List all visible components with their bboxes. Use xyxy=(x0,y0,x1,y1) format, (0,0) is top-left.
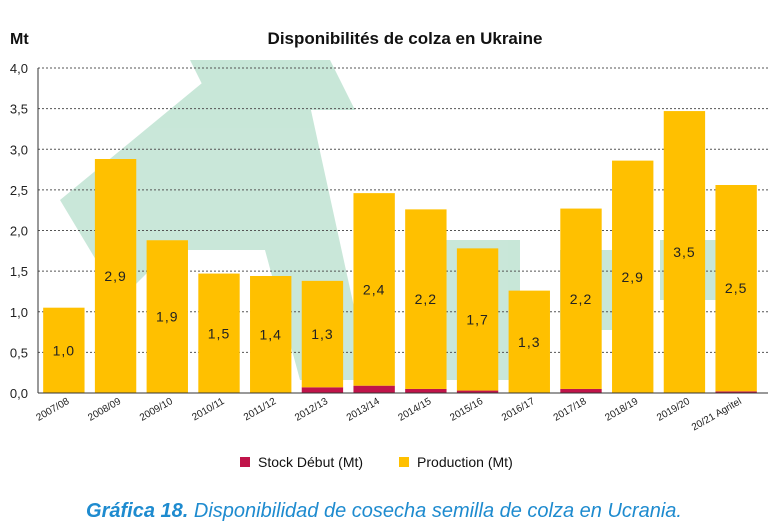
bar-production xyxy=(94,159,137,393)
bar-production xyxy=(560,208,602,389)
legend-label-production: Production (Mt) xyxy=(417,454,513,470)
bar-production xyxy=(198,273,240,393)
x-tick-label: 2013/14 xyxy=(345,396,382,424)
y-tick-label: 3,5 xyxy=(10,102,28,117)
x-tick-label: 2010/11 xyxy=(190,396,227,423)
bar-chart: Mt Disponibilités de colza en Ukraine 0,… xyxy=(10,29,768,433)
x-tick-label: 2016/17 xyxy=(500,396,537,424)
x-tick-label: 2015/16 xyxy=(448,396,485,424)
y-tick-label: 1,0 xyxy=(10,305,28,320)
bar-data-label: 1,4 xyxy=(259,327,281,343)
y-tick-label: 2,0 xyxy=(10,224,28,239)
x-tick-label: 2008/09 xyxy=(86,396,123,424)
bar-stock-debut xyxy=(353,385,395,393)
bar-data-label: 1,9 xyxy=(156,309,178,325)
bar-data-label: 1,5 xyxy=(208,325,230,341)
data-labels: 1,0 2,9 1,9 1,5 1,4 1,3 2,4 2,2 1,7 1,3 2,2 2,9 3,5 2… xyxy=(53,244,747,358)
bar-production xyxy=(663,111,706,393)
bar-data-label: 2,2 xyxy=(415,291,437,307)
legend-item-stock: Stock Début (Mt) xyxy=(240,454,363,470)
bar-production xyxy=(456,248,499,391)
y-tick-label: 1,5 xyxy=(10,264,28,279)
bar-production xyxy=(405,209,447,389)
bar-stock-debut xyxy=(560,388,602,393)
legend: Stock Début (Mt) Production (Mt) xyxy=(240,454,513,470)
bar-data-label: 2,2 xyxy=(570,291,592,307)
y-tick-label: 4,0 xyxy=(10,61,28,76)
figure-caption: Gráfica 18. Disponibilidad de cosecha se… xyxy=(0,500,768,523)
y-tick-label: 0,5 xyxy=(10,345,28,360)
chart-title: Disponibilités de colza en Ukraine xyxy=(268,29,543,48)
bar-data-label: 1,3 xyxy=(311,326,333,342)
bar-production xyxy=(250,276,292,393)
x-tick-label: 2019/20 xyxy=(655,396,692,424)
caption-prefix: Gráfica 18. xyxy=(86,500,189,522)
bar-production xyxy=(353,193,395,386)
y-axis: 0,0 0,5 1,0 1,5 2,0 2,5 3,0 3,5 4,0 xyxy=(10,61,39,401)
bar-data-label: 1,3 xyxy=(518,334,540,350)
bar-production xyxy=(43,307,85,393)
legend-swatch-stock xyxy=(240,457,250,467)
bar-data-label: 3,5 xyxy=(673,244,695,260)
legend-item-production: Production (Mt) xyxy=(399,454,513,470)
x-tick-label: 2012/13 xyxy=(293,396,330,424)
x-tick-label: 2014/15 xyxy=(397,396,434,424)
bar-stock-debut xyxy=(301,387,344,393)
x-tick-label: 2017/18 xyxy=(552,396,589,424)
bar-production xyxy=(715,185,757,392)
bar-stock-debut xyxy=(405,388,447,393)
bar-data-label: 1,7 xyxy=(466,311,488,327)
bar-data-label: 1,0 xyxy=(53,342,75,358)
bar-production xyxy=(612,160,654,393)
bar-data-label: 2,4 xyxy=(363,281,385,297)
bar-production xyxy=(508,290,550,393)
x-tick-label: 2009/10 xyxy=(138,396,175,424)
bar-production xyxy=(301,280,344,388)
y-tick-label: 3,0 xyxy=(10,142,28,157)
bar-stock-debut xyxy=(715,391,757,393)
x-tick-label: 2007/08 xyxy=(35,396,72,424)
bar-data-label: 2,5 xyxy=(725,280,747,296)
x-tick-label: 2011/12 xyxy=(242,396,279,423)
y-axis-unit: Mt xyxy=(10,31,29,48)
x-axis: 2007/08 2008/09 2009/10 2010/11 2011/12 2012/… xyxy=(35,392,768,433)
y-tick-label: 0,0 xyxy=(10,386,28,401)
bar-stock-debut xyxy=(456,390,499,393)
y-tick-label: 2,5 xyxy=(10,183,28,198)
bar-data-label: 2,9 xyxy=(104,268,126,284)
legend-label-stock: Stock Début (Mt) xyxy=(258,454,364,470)
bars xyxy=(43,111,757,393)
bar-data-label: 2,9 xyxy=(621,269,643,285)
bar-production xyxy=(146,240,188,393)
legend-swatch-production xyxy=(399,457,410,467)
x-tick-label: 20/21 Agritel xyxy=(690,396,744,433)
x-tick-label: 2018/19 xyxy=(603,396,640,424)
caption-text: Disponibilidad de cosecha semilla de col… xyxy=(188,500,682,522)
